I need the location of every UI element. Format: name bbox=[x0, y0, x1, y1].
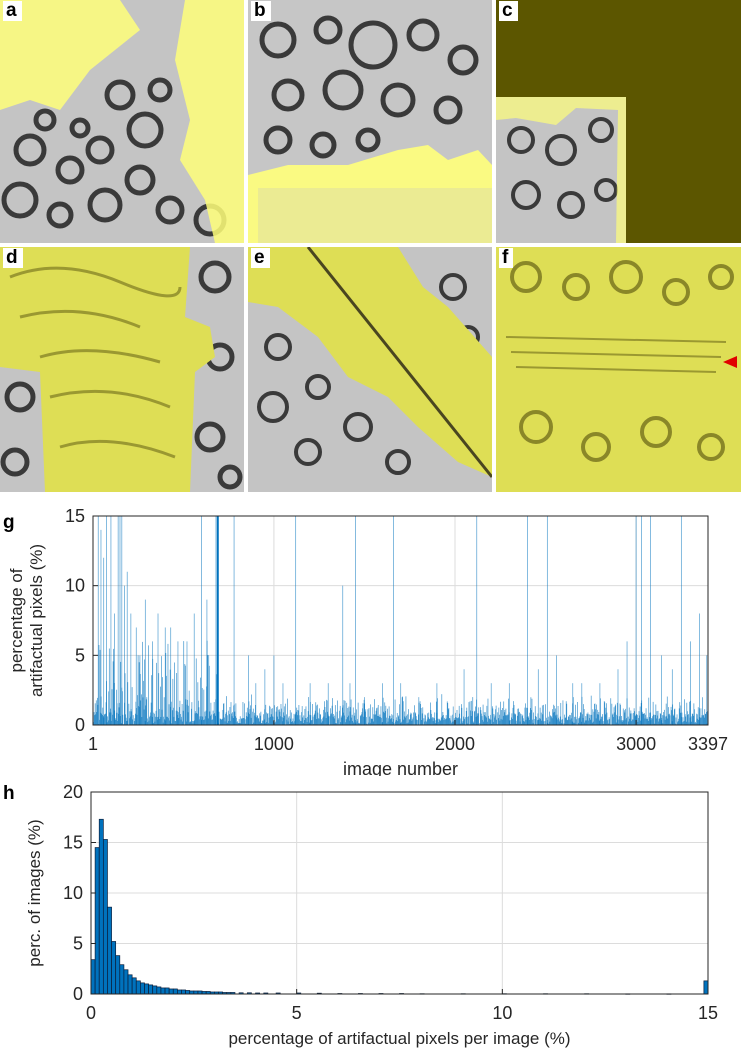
panel-a-label: a bbox=[3, 1, 22, 21]
panel-b-label: b bbox=[251, 1, 271, 21]
panel-a-image bbox=[0, 0, 244, 243]
chart-h-bar bbox=[140, 982, 145, 995]
chart-h-xtick-label: 10 bbox=[492, 1003, 512, 1023]
chart-h-bar bbox=[703, 980, 709, 995]
chart-h-bar bbox=[181, 989, 186, 995]
panel-d: d bbox=[0, 247, 244, 492]
chart-g-ytick-label: 15 bbox=[65, 506, 85, 526]
chart-h-bar bbox=[177, 989, 182, 995]
panel-f: f bbox=[496, 247, 741, 492]
panel-a-overlay bbox=[0, 0, 244, 243]
chart-h-bar bbox=[144, 983, 149, 995]
chart-h-bar bbox=[102, 839, 108, 995]
chart-h-bar bbox=[160, 987, 166, 995]
chart-h-xlabel: percentage of artifactual pixels per ima… bbox=[228, 1029, 570, 1048]
chart-h-bar bbox=[90, 959, 96, 995]
chart-g-ytick-label: 5 bbox=[75, 645, 85, 665]
chart-h-bar bbox=[185, 990, 191, 995]
panel-d-image bbox=[0, 247, 244, 492]
chart-h-bar bbox=[107, 906, 112, 995]
chart-h-grid bbox=[90, 791, 709, 995]
chart-g-ylabel-line-2: artifactual pixels (%) bbox=[27, 544, 46, 697]
chart-h-ytick-label: 15 bbox=[63, 833, 83, 853]
chart-g-xlabel: image number bbox=[343, 759, 458, 776]
panel-e-overlay bbox=[248, 247, 492, 477]
chart-h-bar bbox=[168, 988, 174, 995]
chart-h-bar bbox=[111, 941, 117, 995]
chart-g-panel-label: g bbox=[3, 512, 15, 533]
chart-g-ylabel-line-1: percentage of bbox=[7, 568, 26, 672]
chart-h-ticks: 0 5 10 15 0 5 10 15 20 bbox=[63, 782, 718, 1023]
chart-h-bar bbox=[98, 818, 104, 995]
chart-h-xtick-label: 5 bbox=[292, 1003, 302, 1023]
chart-h-bar bbox=[152, 985, 158, 995]
chart-g-xtick-label: 2000 bbox=[435, 734, 475, 754]
chart-h-bar bbox=[115, 955, 121, 995]
chart-h-xtick-label: 0 bbox=[86, 1003, 96, 1023]
panel-d-label: d bbox=[3, 248, 23, 268]
panel-a: a bbox=[0, 0, 244, 243]
chart-g-ytick-label: 0 bbox=[75, 715, 85, 735]
panel-e: e bbox=[248, 247, 492, 492]
chart-h-bar bbox=[148, 984, 154, 995]
chart-h-bar bbox=[119, 964, 125, 995]
chart-g: 1 1000 2000 3000 3397 0 5 10 15 image number per… bbox=[7, 506, 728, 776]
chart-h-ytick-label: 20 bbox=[63, 782, 83, 802]
chart-g-bars bbox=[92, 516, 709, 725]
chart-g-xtick-label: 1 bbox=[88, 734, 98, 754]
panel-d-overlay bbox=[0, 247, 215, 492]
chart-h-panel-label: h bbox=[3, 783, 15, 804]
chart-h-bar bbox=[172, 988, 178, 995]
chart-h-ytick-label: 5 bbox=[73, 934, 83, 954]
chart-h-bar bbox=[94, 847, 100, 995]
panel-c-label: c bbox=[499, 1, 518, 21]
panel-c-overlay bbox=[496, 0, 741, 243]
panel-b-image bbox=[248, 0, 492, 243]
chart-h-bar bbox=[123, 969, 129, 995]
chart-g-xtick-label: 1000 bbox=[254, 734, 294, 754]
chart-h-bar bbox=[131, 977, 137, 995]
marker-arrow-icon bbox=[723, 356, 737, 368]
panel-c-image bbox=[496, 0, 741, 243]
chart-h-bar bbox=[156, 986, 162, 995]
chart-h-xtick-label: 15 bbox=[698, 1003, 718, 1023]
chart-h-ylabel: perc. of images (%) bbox=[25, 819, 44, 966]
panel-f-image bbox=[496, 247, 741, 492]
chart-h-bar bbox=[127, 974, 133, 995]
chart-g-ticks: 1 1000 2000 3000 3397 0 5 10 15 bbox=[65, 506, 728, 754]
chart-h-bar bbox=[164, 987, 170, 995]
chart-h-ytick-label: 0 bbox=[73, 984, 83, 1004]
chart-h-bars bbox=[90, 818, 709, 995]
chart-g-xtick-label: 3000 bbox=[616, 734, 656, 754]
chart-h-bar bbox=[135, 980, 141, 995]
chart-g-axes-box bbox=[92, 515, 709, 726]
panel-f-label: f bbox=[499, 248, 514, 268]
chart-h: 0 5 10 15 0 5 10 15 20 percentage of artifactual… bbox=[25, 782, 718, 1048]
panel-e-image bbox=[248, 247, 492, 492]
panel-b: b bbox=[248, 0, 492, 243]
chart-h-ytick-label: 10 bbox=[63, 883, 83, 903]
chart-g-xtick-label: 3397 bbox=[688, 734, 728, 754]
panel-e-label: e bbox=[251, 248, 270, 268]
chart-g-ytick-label: 10 bbox=[65, 576, 85, 596]
panel-c: c bbox=[496, 0, 741, 243]
